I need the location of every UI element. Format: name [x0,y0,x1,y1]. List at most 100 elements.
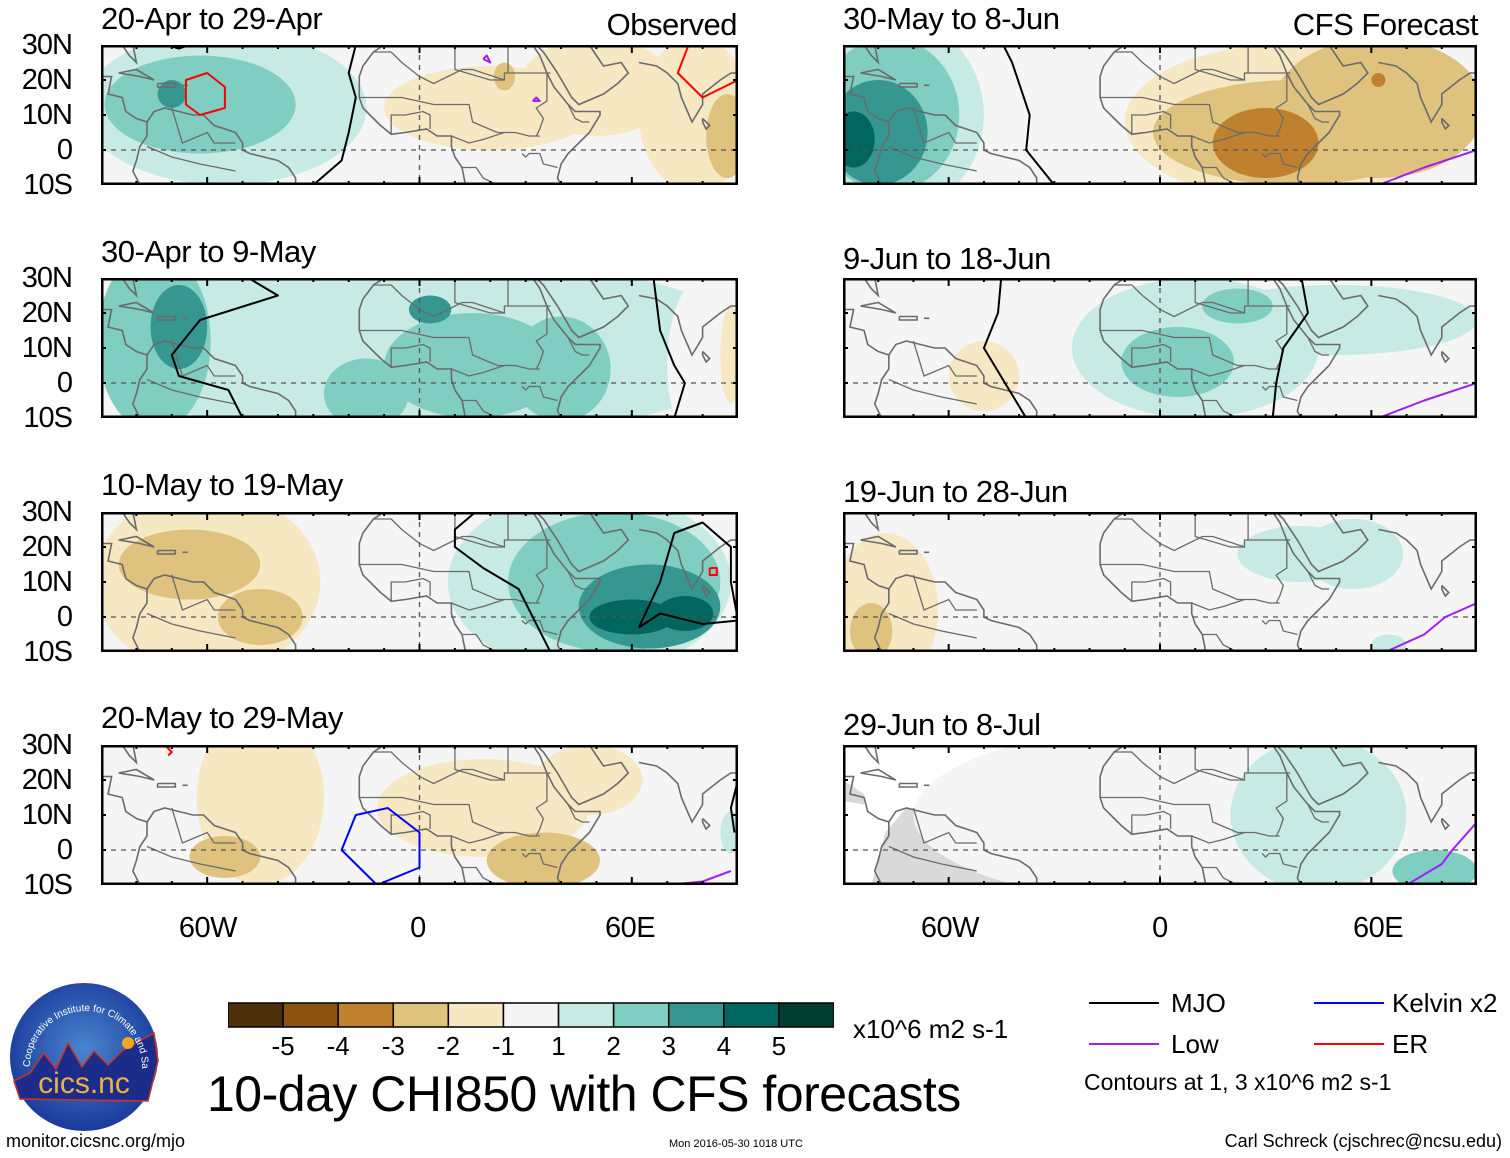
colorbar-units: x10^6 m2 s-1 [853,1014,1009,1044]
coastline [1275,512,1369,573]
anomaly-shading [1202,288,1273,324]
coastline [156,82,177,88]
country-border [1307,571,1330,590]
country-border [912,340,977,377]
country-border [1275,73,1288,137]
coastline [888,807,1038,885]
coastline [843,278,880,298]
panel-title: 9-Jun to 18-Jun [843,241,1051,276]
coastline [146,340,297,418]
coastline [888,574,1038,652]
contour-mjo [1271,278,1309,418]
contour-low [532,96,541,102]
country-border [451,598,505,611]
coastline [1272,512,1341,652]
anomaly-shading [486,832,600,885]
coastline [701,817,711,831]
country-border [1131,110,1172,135]
map-panel [101,512,738,652]
anomaly-shading [408,295,452,324]
coastline [101,75,148,185]
country-border [1114,284,1291,318]
country-border [888,612,977,639]
country-border [1131,810,1172,835]
y-tick-label: 30N [21,29,73,61]
colorbar-swatch [447,1002,505,1028]
colorbar-tick-label: 3 [661,1031,676,1061]
coastline [118,768,155,781]
country-border [1100,329,1280,370]
coastline [843,75,890,185]
author-credit: Carl Schreck (cjschrec@ncsu.edu) [1224,1131,1502,1151]
coastline [101,45,138,65]
colorbar-swatch [337,1002,395,1028]
coastline [1441,117,1450,131]
coastline [1272,45,1341,185]
coastline [535,45,630,106]
country-border [888,378,977,405]
coastline [1378,528,1477,591]
colorbar-swatch [612,1002,670,1028]
colorbar-swatch [557,1002,615,1028]
anomaly-shading [843,111,875,168]
colorbar-swatch [282,1002,339,1028]
timestamp: Mon 2016-05-30 1018 UTC [669,1138,803,1150]
country-border [567,571,590,590]
coastline [101,775,148,885]
x-tick-label: 60W [178,912,238,944]
colorbar-tick-label: 2 [606,1031,621,1061]
country-border [1191,131,1245,144]
legend-line-er [1314,1043,1384,1045]
coastline [1275,278,1369,339]
y-tick-label: 20N [21,531,73,563]
contour-low [1378,382,1477,418]
map-content [843,278,1477,418]
country-border [451,831,505,844]
map-panel [101,745,738,885]
legend-label-kelvin: Kelvin x2 [1392,988,1498,1018]
country-border [1100,563,1280,604]
country-border [521,152,558,169]
coastline [118,68,155,81]
coastline [101,512,138,532]
country-border [359,563,540,604]
anomaly-shading [150,285,208,369]
country-border [171,574,236,611]
anomaly-shading [1371,73,1386,87]
colorbar-swatch [778,1002,834,1028]
anomaly-shading [217,589,303,645]
coastline [888,340,1038,418]
panel-title: 19-Jun to 28-Jun [843,474,1068,509]
country-border [390,577,431,602]
coastline [1275,45,1369,106]
country-border [1100,796,1280,837]
coastline [532,45,601,185]
country-border [1275,540,1288,604]
contour-mjo [312,45,357,185]
country-border [1261,152,1298,169]
coastline [1378,294,1477,357]
coastline [156,315,177,321]
colorbar [228,1002,834,1028]
anomaly-shading [720,306,738,404]
coastline [532,512,601,652]
country-border [146,145,236,172]
coastline [1272,745,1341,885]
legend-label-mjo: MJO [1171,988,1226,1018]
colorbar-swatch [392,1002,450,1028]
x-tick-label: 60E [604,912,656,944]
source-url[interactable]: monitor.cicsnc.org/mjo [6,1131,186,1151]
coastline [638,528,738,591]
coastline [1378,61,1477,124]
colorbar-tick-label: 4 [716,1031,732,1061]
country-border [359,96,540,137]
country-border [451,364,505,377]
country-border [1191,831,1245,844]
country-border [912,807,977,844]
x-tick-label: 60E [1352,912,1404,944]
country-border [1191,598,1245,611]
coastline [532,278,601,418]
coastline [1272,278,1341,418]
country-border [535,540,548,604]
country-border [1261,385,1298,402]
